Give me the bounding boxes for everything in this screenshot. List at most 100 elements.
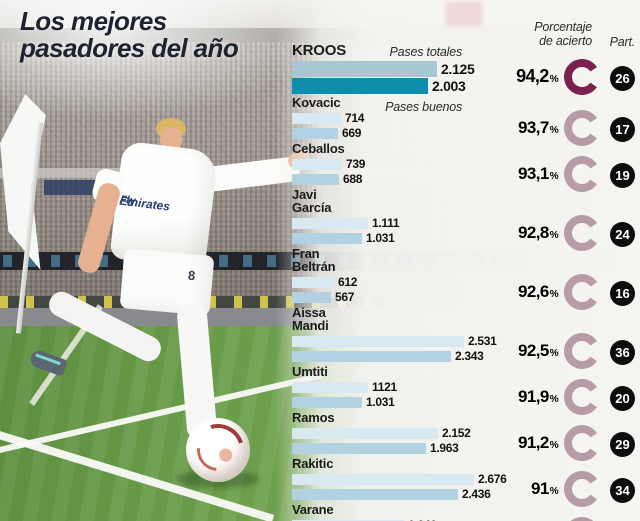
- player-row: Rakitic 2.676 2.436 91% 34: [292, 456, 638, 507]
- good-passes-barline: 669: [292, 126, 512, 140]
- accuracy-ring: [564, 425, 600, 461]
- good-passes-value: 567: [335, 290, 355, 304]
- player-figure: Fly Emirates 8: [28, 118, 312, 518]
- total-passes-value: 1121: [372, 380, 397, 394]
- total-passes-bar: [292, 381, 368, 393]
- accuracy-value: 93,1%: [512, 164, 559, 184]
- good-passes-barline: 2.436: [292, 487, 512, 501]
- accuracy-value: 91,9%: [512, 387, 559, 407]
- accuracy-number: 93,1: [518, 164, 549, 183]
- player-bars-block: Ceballos 739 688: [292, 142, 512, 187]
- good-passes-value: 2.436: [462, 487, 491, 501]
- football: [186, 418, 250, 482]
- good-passes-value: 669: [342, 126, 362, 140]
- total-passes-barline: 2.531: [292, 334, 512, 348]
- good-passes-barline: 567: [292, 290, 512, 304]
- accuracy-number: 92,6: [518, 282, 549, 301]
- good-passes-barline: 1.031: [292, 231, 512, 245]
- good-passes-bar: [292, 396, 362, 408]
- player-name: Aissa Mandi: [292, 305, 329, 333]
- series-label-good: Pases buenos: [385, 100, 462, 114]
- accuracy-ring: [564, 110, 600, 146]
- percent-sign: %: [549, 171, 559, 182]
- title-line1: Los mejores: [20, 6, 167, 36]
- total-passes-barline: 2.152: [292, 426, 512, 440]
- total-passes-barline: 2.125: [292, 61, 512, 77]
- good-passes-barline: 1.963: [292, 441, 512, 455]
- passers-chart: Pases totales Pases buenos Porcentaje de…: [292, 20, 638, 521]
- total-passes-barline: 1.111: [292, 216, 512, 230]
- player-row: Fran Beltrán 612 567 92,6% 16: [292, 247, 638, 310]
- player-name: Rakitic: [292, 456, 334, 471]
- total-passes-value: 612: [338, 275, 358, 289]
- player-row: Ramos 2.152 1.963 91,2% 29: [292, 411, 638, 461]
- player-bars-block: Ramos 2.152 1.963: [292, 411, 512, 456]
- matches-badge: 20: [610, 386, 635, 411]
- matches-badge: 26: [610, 66, 635, 91]
- total-passes-value: 2.676: [478, 472, 507, 486]
- matches-badge: 34: [610, 478, 635, 503]
- good-passes-barline: 2.003: [292, 78, 512, 94]
- player-name: Varane: [292, 502, 334, 517]
- total-passes-bar: [292, 427, 438, 439]
- title-line2: pasadores del año: [20, 33, 239, 64]
- good-passes-bar: [292, 291, 331, 303]
- percent-sign: %: [549, 230, 559, 241]
- total-passes-value: 739: [346, 157, 366, 171]
- good-passes-bar: [292, 173, 339, 185]
- accuracy-ring: [564, 517, 600, 521]
- matches-badge: 24: [610, 222, 635, 247]
- player-row: KROOS 2.125 2.003 94,2% 26: [292, 42, 638, 95]
- column-header-participations: Part.: [609, 35, 636, 49]
- accuracy-number: 91,9: [518, 387, 549, 406]
- matches-badge: 29: [610, 432, 635, 457]
- accuracy-number: 92,8: [518, 223, 549, 242]
- accuracy-ring: [564, 156, 600, 192]
- accuracy-value: 92,8%: [512, 223, 559, 243]
- player-name: Ceballos: [292, 141, 345, 156]
- accuracy-ring: [564, 59, 600, 95]
- good-passes-value: 2.003: [432, 78, 466, 94]
- matches-badge: 16: [610, 281, 635, 306]
- accuracy-ring: [564, 215, 600, 251]
- percent-sign: %: [549, 289, 559, 300]
- matches-badge: 36: [610, 340, 635, 365]
- total-passes-barline: 2.676: [292, 472, 512, 486]
- good-passes-bar: [292, 488, 458, 500]
- player-row: Ceballos 739 688 93,1% 19: [292, 142, 638, 192]
- total-passes-value: 2.531: [468, 334, 497, 348]
- player-row: Umtiti 1121 1.031 91,9% 20: [292, 365, 638, 415]
- player-bars-block: Umtiti 1121 1.031: [292, 365, 512, 410]
- accuracy-value: 91,2%: [512, 433, 559, 453]
- accuracy-number: 94,2: [516, 66, 549, 86]
- accuracy-value: 92,5%: [512, 341, 559, 361]
- player-bars-block: Varane 1.646 1.495: [292, 503, 512, 521]
- player-row: Javi García 1.111 1.031 92,8% 24: [292, 187, 638, 251]
- good-passes-bar: [292, 232, 362, 244]
- percent-sign: %: [549, 125, 559, 136]
- player-bars-block: Fran Beltrán 612 567: [292, 247, 512, 305]
- total-passes-bar: [292, 217, 368, 229]
- player-row: Kovacic 714 669 93,7% 17: [292, 96, 638, 146]
- good-passes-bar: [292, 78, 428, 94]
- accuracy-number: 93,7: [518, 118, 549, 137]
- good-passes-bar: [292, 127, 338, 139]
- good-passes-value: 1.031: [366, 395, 395, 409]
- total-passes-value: 2.125: [441, 61, 475, 77]
- percent-sign: %: [549, 440, 559, 451]
- total-passes-bar: [292, 158, 342, 170]
- good-passes-barline: 1.031: [292, 395, 512, 409]
- percent-sign: %: [549, 74, 559, 85]
- good-passes-value: 688: [343, 172, 363, 186]
- column-header-accuracy: Porcentaje de acierto: [534, 20, 592, 48]
- accuracy-value: 94,2%: [512, 66, 559, 87]
- matches-badge: 19: [610, 163, 635, 188]
- total-passes-bar: [292, 335, 464, 347]
- page-title: Los mejores pasadores del año: [20, 6, 239, 64]
- total-passes-barline: 1121: [292, 380, 512, 394]
- good-passes-value: 1.963: [430, 441, 459, 455]
- accuracy-ring: [564, 274, 600, 310]
- percent-sign: %: [549, 486, 559, 497]
- player-name: Javi García: [292, 187, 332, 215]
